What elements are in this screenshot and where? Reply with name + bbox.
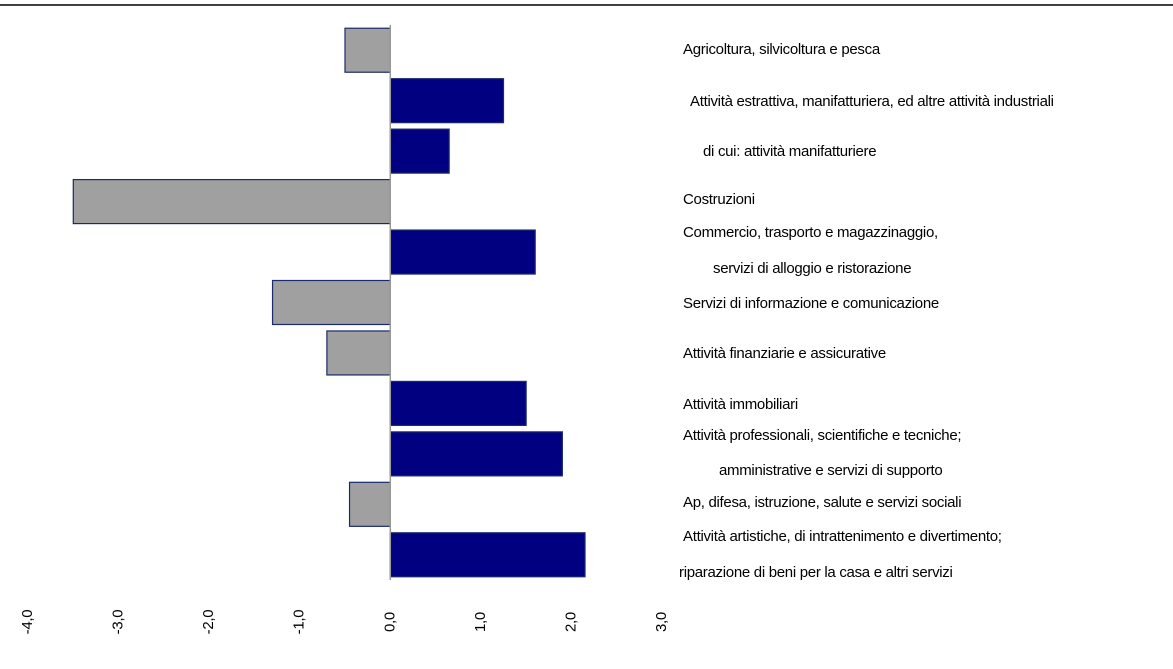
x-tick-label: -3,0 — [110, 610, 127, 635]
bar — [271, 279, 391, 326]
category-label: riparazione di beni per la casa e altri … — [679, 564, 953, 581]
category-label: Ap, difesa, istruzione, salute e servizi… — [683, 494, 961, 511]
bar — [389, 431, 563, 477]
category-label: Attività finanziarie e assicurative — [683, 345, 886, 362]
bar — [72, 178, 391, 225]
category-label: Commercio, trasporto e magazzinaggio, — [683, 224, 938, 241]
x-tick-label: -2,0 — [200, 610, 217, 635]
category-label: Attività estrattiva, manifatturiera, ed … — [690, 93, 1054, 110]
bar — [389, 380, 527, 427]
x-tick-label: 1,0 — [472, 612, 489, 632]
category-label: di cui: attività manifatturiere — [703, 143, 876, 160]
category-label: Attività professionali, scientifiche e t… — [683, 427, 961, 444]
bar — [389, 128, 450, 174]
category-label: Costruzioni — [683, 191, 755, 208]
x-tick-label: -4,0 — [19, 610, 36, 635]
category-label: Servizi di informazione e comunicazione — [683, 295, 939, 312]
category-label: Attività artistiche, di intrattenimento … — [683, 528, 1002, 545]
bar — [344, 27, 391, 73]
x-tick-label: 0,0 — [381, 612, 398, 632]
category-label: Agricoltura, silvicoltura e pesca — [683, 41, 881, 58]
category-label: servizi di alloggio e ristorazione — [713, 260, 911, 277]
x-tick-label: -1,0 — [291, 610, 308, 635]
bar — [389, 78, 505, 124]
bar — [348, 481, 391, 527]
category-label: amministrative e servizi di supporto — [719, 462, 942, 479]
x-tick-label: 2,0 — [562, 612, 579, 632]
bar — [326, 330, 391, 376]
category-label: Attività immobiliari — [683, 396, 798, 413]
bar — [389, 229, 536, 275]
bar — [389, 532, 586, 578]
x-tick-label: 3,0 — [653, 612, 670, 632]
